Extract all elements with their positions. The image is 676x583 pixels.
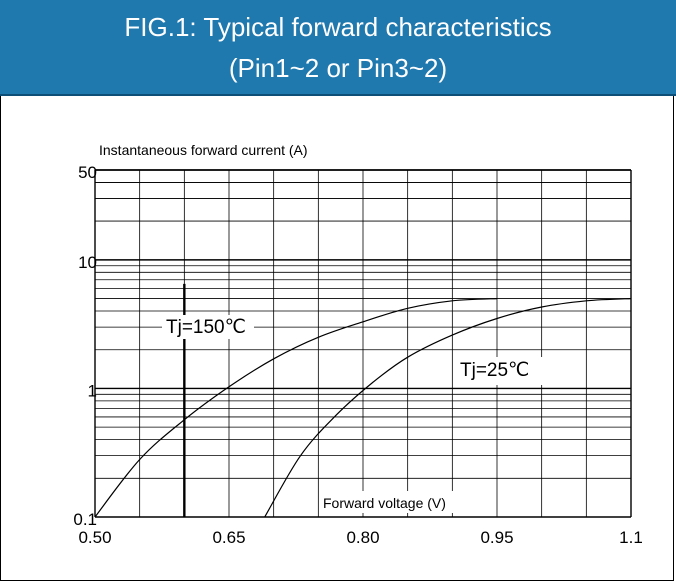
- x-tick-label: 0.95: [480, 528, 513, 547]
- series-label-tj25: Tj=25℃: [460, 360, 529, 381]
- chart-ticks: 0.50 0.65 0.80 0.95 1.1 0.1 1 10 50: [73, 163, 642, 547]
- y-tick-label: 1: [88, 381, 97, 400]
- x-axis-label: Forward voltage (V): [323, 495, 446, 511]
- series-label-tj150: Tj=150℃: [166, 317, 246, 338]
- y-tick-label: 50: [78, 163, 97, 182]
- chart-labels: Tj=150℃ Tj=25℃ Forward voltage (V) Instanta…: [97, 139, 560, 513]
- series-line-tj25: [265, 299, 631, 517]
- x-tick-label: 0.50: [78, 528, 111, 547]
- y-tick-label: 10: [78, 253, 97, 272]
- x-tick-label: 0.65: [212, 528, 245, 547]
- x-tick-label: 1.1: [619, 528, 643, 547]
- x-tick-label: 0.80: [346, 528, 379, 547]
- series-line-tj150: [95, 299, 497, 517]
- y-tick-label: 0.1: [73, 510, 97, 529]
- chart-grid: [95, 170, 631, 517]
- y-axis-label: Instantaneous forward current (A): [99, 142, 308, 158]
